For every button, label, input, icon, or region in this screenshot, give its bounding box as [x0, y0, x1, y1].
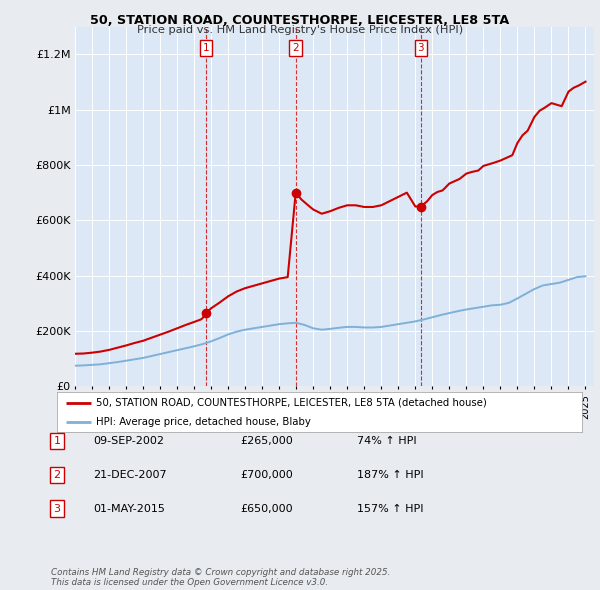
Text: 50, STATION ROAD, COUNTESTHORPE, LEICESTER, LE8 5TA: 50, STATION ROAD, COUNTESTHORPE, LEICEST…	[91, 14, 509, 27]
Text: 1: 1	[203, 42, 209, 53]
Text: 2: 2	[292, 42, 299, 53]
Text: 01-MAY-2015: 01-MAY-2015	[93, 504, 165, 513]
Text: 09-SEP-2002: 09-SEP-2002	[93, 437, 164, 446]
Text: 187% ↑ HPI: 187% ↑ HPI	[357, 470, 424, 480]
Text: 3: 3	[418, 42, 424, 53]
Text: 74% ↑ HPI: 74% ↑ HPI	[357, 437, 416, 446]
Text: £700,000: £700,000	[240, 470, 293, 480]
Text: £650,000: £650,000	[240, 504, 293, 513]
Text: Contains HM Land Registry data © Crown copyright and database right 2025.
This d: Contains HM Land Registry data © Crown c…	[51, 568, 391, 587]
Text: 21-DEC-2007: 21-DEC-2007	[93, 470, 167, 480]
Text: 157% ↑ HPI: 157% ↑ HPI	[357, 504, 424, 513]
Text: 2: 2	[53, 470, 61, 480]
Text: 1: 1	[53, 437, 61, 446]
Text: 50, STATION ROAD, COUNTESTHORPE, LEICESTER, LE8 5TA (detached house): 50, STATION ROAD, COUNTESTHORPE, LEICEST…	[97, 398, 487, 408]
Text: Price paid vs. HM Land Registry's House Price Index (HPI): Price paid vs. HM Land Registry's House …	[137, 25, 463, 35]
Text: HPI: Average price, detached house, Blaby: HPI: Average price, detached house, Blab…	[97, 417, 311, 427]
Text: 3: 3	[53, 504, 61, 513]
Text: £265,000: £265,000	[240, 437, 293, 446]
